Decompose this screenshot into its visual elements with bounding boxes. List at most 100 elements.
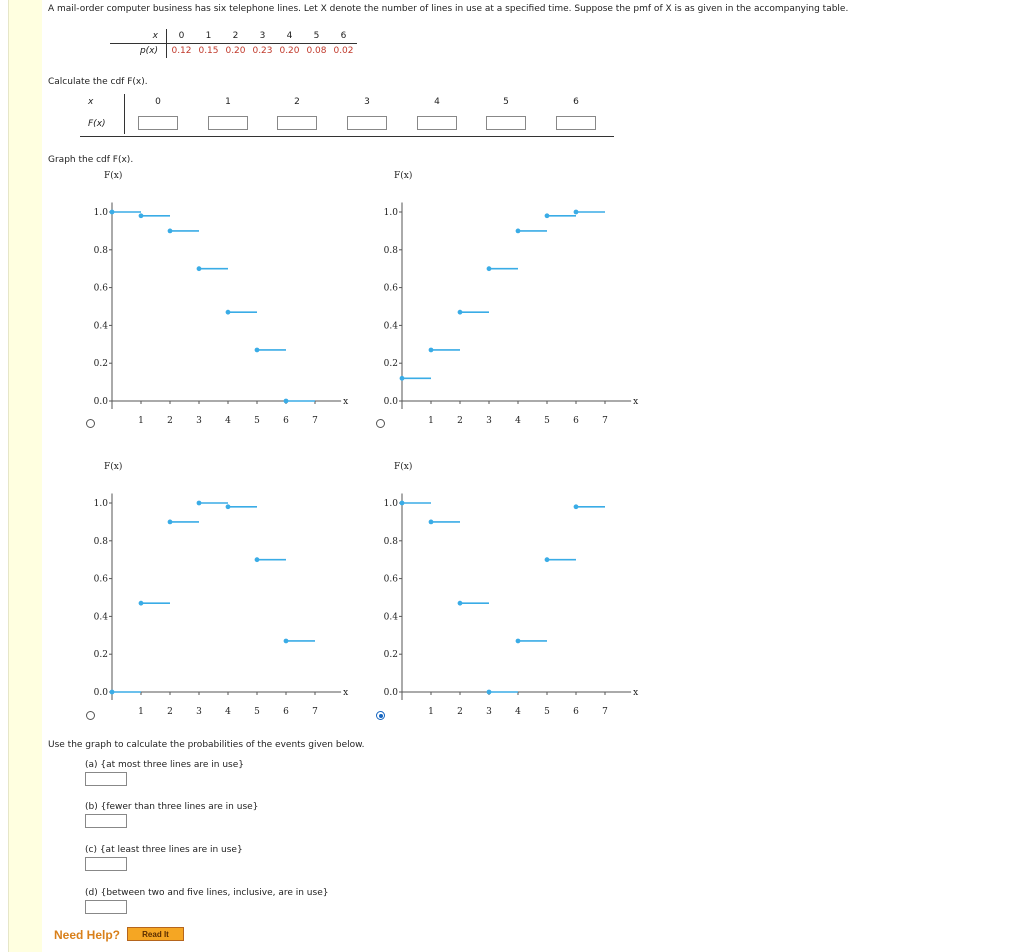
y-tick-label: 0.8: [384, 246, 399, 256]
question-side-band: [8, 0, 42, 952]
cdf-x-cell: 2: [294, 97, 300, 107]
cdf-x-cell: 3: [364, 97, 370, 107]
step-point: [254, 557, 260, 563]
question-b-input[interactable]: [85, 814, 127, 828]
x-tick-label: 1: [428, 416, 434, 426]
step-point: [544, 557, 550, 563]
pmf-p-cell: 0.12: [171, 46, 192, 56]
step-point: [399, 500, 405, 506]
pmf-x-cell: 4: [276, 29, 303, 44]
option-c-radio[interactable]: [86, 711, 95, 720]
step-point: [515, 638, 521, 644]
cdf-x-cell: 6: [573, 97, 579, 107]
x-tick-label: 4: [225, 416, 231, 426]
x-tick-label: 1: [428, 707, 434, 717]
step-point: [167, 519, 173, 525]
read-it-button[interactable]: Read It: [127, 927, 184, 941]
y-tick-label: 0.2: [384, 650, 398, 660]
step-point: [573, 209, 579, 215]
x-tick-label: 7: [312, 416, 318, 426]
y-tick-label: 0.4: [384, 612, 399, 622]
cdf-input-4[interactable]: [417, 116, 457, 130]
y-tick-label: 1.0: [94, 208, 109, 218]
pmf-p-cell: 0.20: [225, 46, 246, 56]
question-b-label: (b) {fewer than three lines are in use}: [85, 802, 259, 812]
x-tick-label: 7: [602, 416, 608, 426]
y-tick-label: 0.6: [384, 575, 399, 585]
pmf-x-cell: 1: [195, 29, 222, 44]
question-a-input[interactable]: [85, 772, 127, 786]
x-tick-label: 6: [573, 416, 579, 426]
step-point: [428, 519, 434, 525]
y-tick-label: 0.0: [94, 688, 109, 698]
step-point: [399, 375, 405, 381]
option-a-radio[interactable]: [86, 419, 95, 428]
step-point: [138, 600, 144, 606]
x-tick-label: 7: [602, 707, 608, 717]
question-d-input[interactable]: [85, 900, 127, 914]
intro-text: A mail-order computer business has six t…: [48, 4, 849, 14]
y-axis-label: F(x): [104, 461, 122, 472]
pmf-p-cell: 0.08: [306, 46, 327, 56]
step-point: [515, 228, 521, 234]
x-tick-label: 2: [167, 707, 173, 717]
y-tick-label: 0.0: [94, 397, 109, 407]
cdf-input-2[interactable]: [277, 116, 317, 130]
x-tick-label: 3: [196, 416, 202, 426]
x-axis-label: x: [343, 397, 348, 407]
step-point: [283, 638, 289, 644]
x-tick-label: 3: [486, 707, 492, 717]
cdf-x-cell: 0: [155, 97, 161, 107]
cdf-x-cell: 5: [503, 97, 509, 107]
cdf-x-header: x: [88, 97, 94, 107]
x-tick-label: 5: [254, 707, 260, 717]
y-tick-label: 0.4: [94, 321, 109, 331]
x-tick-label: 2: [167, 416, 173, 426]
pmf-p-cell: 0.23: [252, 46, 273, 56]
step-point: [457, 309, 463, 315]
step-point: [486, 266, 492, 272]
y-tick-label: 0.6: [94, 284, 109, 294]
step-point: [225, 309, 231, 315]
y-tick-label: 0.6: [94, 575, 109, 585]
cdf-input-1[interactable]: [208, 116, 248, 130]
pmf-p-cell: 0.20: [279, 46, 300, 56]
cdf-input-3[interactable]: [347, 116, 387, 130]
cdf-f-row: F(x): [80, 114, 614, 137]
cdf-x-cell: 1: [225, 97, 231, 107]
y-axis-label: F(x): [394, 461, 412, 472]
use-graph-text: Use the graph to calculate the probabili…: [48, 740, 365, 750]
x-tick-label: 2: [457, 707, 463, 717]
cdf-input-0[interactable]: [138, 116, 178, 130]
step-point: [544, 213, 550, 219]
cdf-input-6[interactable]: [556, 116, 596, 130]
cdf-input-5[interactable]: [486, 116, 526, 130]
x-tick-label: 5: [544, 707, 550, 717]
y-tick-label: 0.6: [384, 284, 399, 294]
question-a-label: (a) {at most three lines are in use}: [85, 760, 244, 770]
y-axis-label: F(x): [104, 170, 122, 181]
y-tick-label: 1.0: [384, 208, 399, 218]
pmf-x-cell: 6: [330, 29, 357, 44]
pmf-p-header: p(x): [139, 46, 158, 56]
pmf-x-row: x 0 1 2 3 4 5 6: [110, 29, 357, 44]
y-tick-label: 0.4: [94, 612, 109, 622]
y-tick-label: 0.0: [384, 397, 399, 407]
step-point: [196, 266, 202, 272]
option-b-radio[interactable]: [376, 419, 385, 428]
x-tick-label: 6: [283, 416, 289, 426]
step-point: [109, 689, 115, 695]
cdf-f-header: F(x): [88, 119, 106, 129]
option-d-radio[interactable]: [376, 711, 385, 720]
y-axis-label: F(x): [394, 170, 412, 181]
x-tick-label: 3: [196, 707, 202, 717]
question-d-label: (d) {between two and five lines, inclusi…: [85, 888, 329, 898]
y-tick-label: 1.0: [384, 499, 399, 509]
x-tick-label: 4: [515, 707, 521, 717]
cdf-graph-option-c: F(x) x 0.0 0.2 0.4 0.6 0.8 1.0 1 2 3 4 5 6 7: [94, 461, 349, 717]
step-point: [486, 689, 492, 695]
question-c-input[interactable]: [85, 857, 127, 871]
step-point: [196, 500, 202, 506]
pmf-p-cell: 0.02: [333, 46, 354, 56]
x-tick-label: 4: [515, 416, 521, 426]
